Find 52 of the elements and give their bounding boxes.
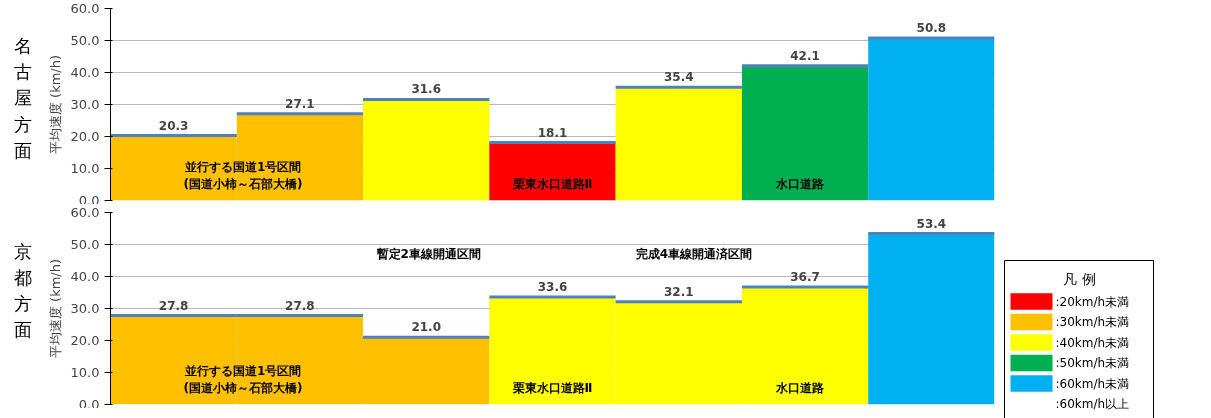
data-label: 32.1 — [663, 284, 694, 299]
category-label: :50km/h未満 — [1055, 356, 1130, 371]
annotation: 栗東水口道路Ⅱ — [511, 380, 593, 395]
category-label: :40km/h未満 — [1055, 335, 1130, 350]
data-label: 50.8 — [916, 20, 947, 35]
data-label: 20.3 — [158, 118, 189, 133]
data-label: 27.1 — [285, 96, 315, 111]
data-label: 27.8 — [285, 298, 315, 313]
y-tick-label: 20.0 — [70, 129, 100, 144]
annotation: 並行する国道1号区間 (国道小柿～石部大橋) — [183, 364, 303, 395]
y-tick-label: 10.0 — [70, 365, 100, 380]
data-label: 35.4 — [663, 70, 694, 85]
annotation: 完成4車線開通済区間 — [635, 247, 753, 262]
y-tick-label: 30.0 — [70, 97, 100, 112]
data-label: 53.4 — [916, 216, 947, 231]
bar — [615, 87, 742, 201]
category-label: :20km/h未満 — [1055, 294, 1130, 309]
y-tick-label: 40.0 — [70, 65, 100, 80]
data-label: 33.6 — [537, 279, 568, 294]
data-label: 36.7 — [790, 270, 820, 285]
annotation: 水口道路 — [775, 380, 826, 395]
y-axis-title: 平均速度 (km/h) — [47, 54, 63, 155]
y-tick-label: 50.0 — [70, 33, 100, 48]
y-tick-label: 60.0 — [70, 205, 100, 220]
data-label: 31.6 — [411, 82, 442, 97]
bar — [741, 65, 869, 201]
text: 京都方面 — [13, 240, 32, 341]
y-tick-label: 10.0 — [70, 161, 100, 176]
data-label: 18.1 — [537, 125, 568, 140]
annotation: 暫定2車線開通区間 — [376, 247, 481, 262]
annotation: 栗東水口道路Ⅱ — [511, 176, 593, 191]
text: 名古屋方面 — [13, 34, 32, 161]
data-label: 21.0 — [411, 320, 442, 335]
y-axis-title: 平均速度 (km/h) — [47, 258, 63, 359]
category-label: :60km/h未満 — [1055, 376, 1130, 391]
category-label: :30km/h未満 — [1055, 315, 1130, 330]
y-tick-label: 40.0 — [70, 269, 100, 284]
data-label: 42.1 — [790, 48, 820, 63]
data-label: 27.8 — [158, 298, 189, 313]
y-tick-label: 0.0 — [78, 396, 100, 412]
bar — [363, 99, 490, 201]
y-tick-label: 30.0 — [70, 301, 100, 316]
y-tick-label: 0.0 — [78, 192, 100, 208]
bar — [868, 233, 995, 405]
y-tick-label: 50.0 — [70, 237, 100, 252]
text: 凡 例 — [1063, 270, 1096, 287]
annotation: 並行する国道1号区間 (国道小柿～石部大橋) — [183, 160, 303, 191]
bar — [868, 37, 995, 201]
y-tick-label: 60.0 — [70, 1, 100, 16]
y-tick-label: 20.0 — [70, 333, 100, 348]
category-label: :60km/h以上 — [1055, 397, 1130, 412]
annotation: 水口道路 — [775, 176, 826, 191]
